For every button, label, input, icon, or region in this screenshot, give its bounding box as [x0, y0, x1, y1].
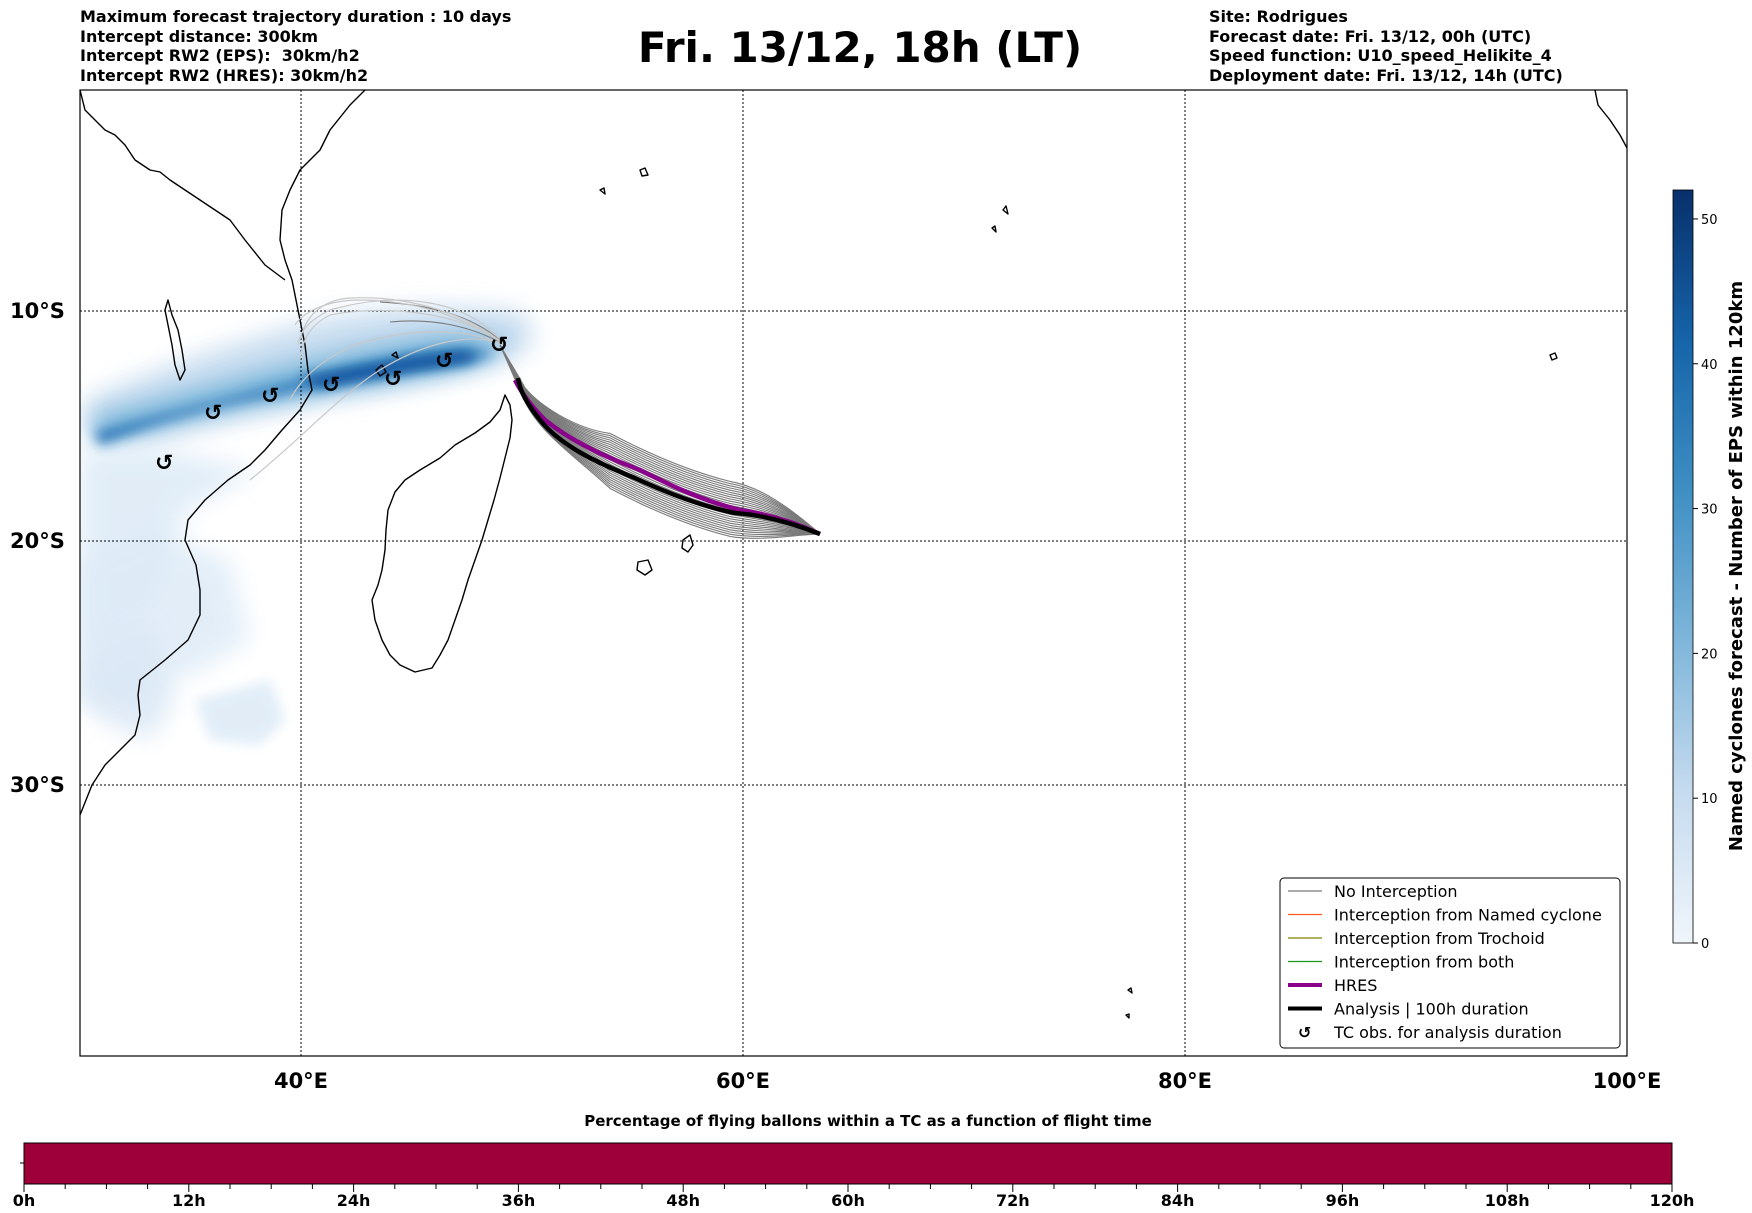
seychelles-islands	[599, 167, 649, 195]
sw-islands	[1125, 987, 1133, 1019]
longitude-labels: 40°E 60°E 80°E 100°E	[274, 1069, 1661, 1093]
header-right-info: Site: Rodrigues Forecast date: Fri. 13/1…	[1209, 7, 1563, 85]
branch-track	[294, 299, 506, 346]
flight-time-tick-label: 72h	[996, 1191, 1030, 1210]
legend-item: ↺ TC obs. for analysis duration	[1298, 1023, 1562, 1042]
flight-time-tick-label: 120h	[1650, 1191, 1695, 1210]
lat-label: 20°S	[10, 529, 65, 553]
madagascar-coastline	[371, 394, 513, 673]
tc-obs-icon: ↺	[1298, 1023, 1311, 1042]
flight-time-tick-label: 60h	[831, 1191, 865, 1210]
latitude-labels: 10°S 20°S 30°S	[10, 299, 65, 797]
header-left-line: Intercept RW2 (EPS): 30km/h2	[80, 46, 360, 65]
colorbar-gradient	[1672, 189, 1694, 944]
legend-label: Interception from both	[1334, 953, 1514, 972]
legend-item: Analysis | 100h duration	[1288, 1000, 1529, 1019]
header-right-line: Speed function: U10_speed_Helikite_4	[1209, 46, 1552, 65]
mozambique-channel-island	[164, 299, 186, 381]
colorbar-tick-label: 10	[1701, 792, 1718, 807]
branch-track	[299, 309, 506, 361]
legend: No Interception Interception from Named c…	[1279, 877, 1621, 1049]
comoros-islands	[375, 351, 399, 377]
colorbar-label: Named cyclones forecast - Number of EPS …	[1726, 281, 1747, 851]
flight-time-bar-fill	[24, 1143, 1672, 1184]
colorbar-tick-label: 40	[1701, 358, 1718, 373]
rodrigues-island	[1549, 352, 1558, 361]
tc-observations: ↺ ↺ ↺ ↺ ↺ ↺ ↺	[155, 333, 508, 476]
header-left-line: Maximum forecast trajectory duration : 1…	[80, 7, 512, 26]
legend-label: No Interception	[1334, 882, 1458, 901]
arabia-horn-coastline	[80, 90, 286, 281]
tc-obs-icon: ↺	[322, 373, 340, 398]
header-left-line: Intercept RW2 (HRES): 30km/h2	[80, 65, 369, 85]
tc-obs-icon: ↺	[435, 349, 453, 374]
colorbar-tick-label: 30	[1701, 503, 1718, 518]
lon-label: 80°E	[1158, 1069, 1212, 1093]
cyclone-density-shading	[80, 307, 533, 745]
map-title: Fri. 13/12, 18h (LT)	[637, 23, 1083, 72]
maldives-islands	[991, 205, 1009, 233]
header-left-line: Intercept distance: 300km	[80, 26, 319, 46]
legend-item: Interception from Trochoid	[1288, 929, 1545, 948]
africa-coastline	[80, 90, 366, 816]
flight-time-tick-label: 96h	[1326, 1191, 1360, 1210]
legend-label: Analysis | 100h duration	[1334, 1000, 1529, 1019]
colorbar-tick-label: 50	[1701, 213, 1718, 228]
legend-item: No Interception	[1288, 882, 1458, 901]
reunion-island	[636, 559, 653, 576]
legend-label: HRES	[1334, 976, 1377, 995]
analysis-trajectory	[515, 377, 821, 537]
flight-time-tick-label: 12h	[172, 1191, 206, 1210]
branch-track	[289, 331, 506, 401]
header-right-line: Forecast date: Fri. 13/12, 00h (UTC)	[1209, 26, 1532, 46]
mauritius-island	[681, 534, 694, 553]
lon-label: 60°E	[716, 1069, 770, 1093]
branch-track	[299, 297, 506, 346]
branch-track	[249, 338, 506, 481]
lon-label: 40°E	[274, 1069, 328, 1093]
hres-trajectory	[512, 378, 821, 537]
map-area: ↺ ↺ ↺ ↺ ↺ ↺ ↺	[80, 90, 1627, 1056]
tc-obs-icon: ↺	[384, 367, 402, 392]
flight-time-tick-label: 24h	[337, 1191, 371, 1210]
lat-label: 10°S	[10, 299, 65, 323]
map-frame	[79, 89, 1628, 1057]
flight-time-tick-label: 0h	[13, 1191, 36, 1210]
flight-time-tick-label: 108h	[1485, 1191, 1530, 1210]
tc-obs-icon: ↺	[155, 451, 173, 476]
tc-obs-icon: ↺	[204, 401, 222, 426]
ensemble-track	[389, 320, 506, 346]
tc-obs-icon: ↺	[490, 333, 508, 358]
light-trajectories	[249, 297, 506, 481]
coastlines	[80, 90, 1627, 1019]
flight-time-tick-label: 36h	[502, 1191, 536, 1210]
flight-time-bar-title: Percentage of flying ballons within a TC…	[584, 1112, 1152, 1130]
flight-time-tick-label: 84h	[1161, 1191, 1195, 1210]
legend-item: Interception from both	[1288, 953, 1514, 972]
header-right-line: Site: Rodrigues	[1209, 7, 1348, 26]
legend-item: HRES	[1288, 976, 1377, 995]
legend-label: TC obs. for analysis duration	[1333, 1023, 1562, 1042]
density-colorbar: 0 10 20 30 40 50 Named cyclones forecast - Nu…	[1672, 189, 1747, 952]
legend-box	[1279, 877, 1621, 1049]
flight-time-tick-label: 48h	[666, 1191, 700, 1210]
legend-label: Interception from Named cyclone	[1334, 906, 1602, 925]
colorbar-tick-label: 20	[1701, 647, 1718, 662]
branch-track	[297, 299, 506, 346]
header-left-info: Maximum forecast trajectory duration : 1…	[80, 7, 511, 85]
colorbar-tick-label: 0	[1701, 937, 1709, 952]
flight-time-bar: Percentage of flying ballons within a TC…	[13, 1112, 1695, 1210]
legend-label: Interception from Trochoid	[1334, 929, 1545, 948]
header-right-line: Deployment date: Fri. 13/12, 14h (UTC)	[1209, 65, 1563, 85]
legend-item: Interception from Named cyclone	[1288, 906, 1602, 925]
tc-obs-icon: ↺	[261, 384, 279, 409]
lat-label: 30°S	[10, 773, 65, 797]
southwest-asia-coast	[1594, 90, 1627, 149]
lon-label: 100°E	[1593, 1069, 1662, 1093]
graticule	[80, 90, 1627, 1056]
